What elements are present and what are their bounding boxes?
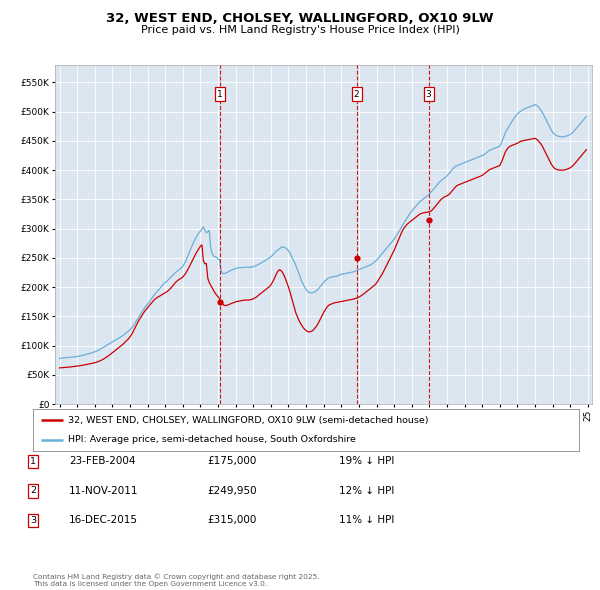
Text: £315,000: £315,000 <box>207 516 256 525</box>
Text: 3: 3 <box>426 90 431 99</box>
Text: 32, WEST END, CHOLSEY, WALLINGFORD, OX10 9LW (semi-detached house): 32, WEST END, CHOLSEY, WALLINGFORD, OX10… <box>68 416 429 425</box>
Text: HPI: Average price, semi-detached house, South Oxfordshire: HPI: Average price, semi-detached house,… <box>68 435 356 444</box>
Text: 3: 3 <box>30 516 36 525</box>
Text: £249,950: £249,950 <box>207 486 257 496</box>
Text: 11% ↓ HPI: 11% ↓ HPI <box>339 516 394 525</box>
Text: 11-NOV-2011: 11-NOV-2011 <box>69 486 139 496</box>
Text: 32, WEST END, CHOLSEY, WALLINGFORD, OX10 9LW: 32, WEST END, CHOLSEY, WALLINGFORD, OX10… <box>106 12 494 25</box>
Text: 19% ↓ HPI: 19% ↓ HPI <box>339 457 394 466</box>
Text: 16-DEC-2015: 16-DEC-2015 <box>69 516 138 525</box>
Text: Contains HM Land Registry data © Crown copyright and database right 2025.
This d: Contains HM Land Registry data © Crown c… <box>33 573 320 587</box>
Text: 12% ↓ HPI: 12% ↓ HPI <box>339 486 394 496</box>
Text: 1: 1 <box>217 90 223 99</box>
Text: 2: 2 <box>354 90 359 99</box>
Text: Price paid vs. HM Land Registry's House Price Index (HPI): Price paid vs. HM Land Registry's House … <box>140 25 460 35</box>
Text: 1: 1 <box>30 457 36 466</box>
Text: 2: 2 <box>30 486 36 496</box>
Text: £175,000: £175,000 <box>207 457 256 466</box>
Text: 23-FEB-2004: 23-FEB-2004 <box>69 457 136 466</box>
